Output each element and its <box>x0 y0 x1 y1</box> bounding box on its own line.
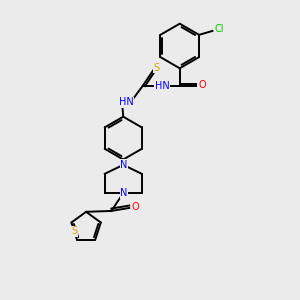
Text: O: O <box>132 202 140 212</box>
Text: O: O <box>199 80 206 90</box>
Text: Cl: Cl <box>214 24 224 34</box>
Text: S: S <box>71 226 77 236</box>
Text: N: N <box>120 160 128 170</box>
Text: HN: HN <box>119 98 134 107</box>
Text: HN: HN <box>154 81 169 91</box>
Text: N: N <box>120 188 128 198</box>
Text: S: S <box>154 63 160 73</box>
